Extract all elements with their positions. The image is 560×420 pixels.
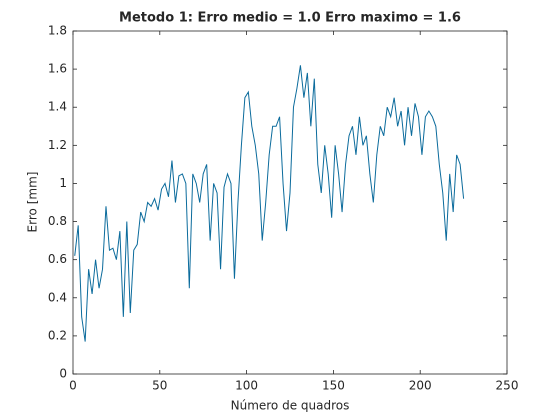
plot-area (72, 30, 508, 375)
x-tick-label: 200 (409, 379, 432, 393)
y-tick-label: 0 (59, 367, 67, 381)
x-tick-label: 0 (69, 379, 77, 393)
data-line (74, 65, 465, 342)
y-axis-label: Erro [mm] (26, 172, 40, 233)
chart-title: Metodo 1: Erro medio = 1.0 Erro maximo =… (119, 11, 461, 26)
y-tick-label: 1.6 (48, 62, 67, 76)
x-axis-label: Número de quadros (231, 399, 350, 413)
x-tick-label: 150 (322, 379, 345, 393)
x-tick-label: 50 (152, 379, 167, 393)
x-tick-label: 100 (235, 379, 258, 393)
y-tick-label: 1.8 (48, 24, 67, 38)
y-tick-label: 1.2 (48, 138, 67, 152)
y-tick-label: 1.4 (48, 100, 67, 114)
y-tick-label: 0.8 (48, 214, 67, 228)
x-tick-label: 250 (496, 379, 519, 393)
y-tick-label: 0.6 (48, 252, 67, 266)
y-tick-label: 1 (59, 176, 67, 190)
y-tick-label: 0.4 (48, 290, 67, 304)
y-tick-label: 0.2 (48, 328, 67, 342)
